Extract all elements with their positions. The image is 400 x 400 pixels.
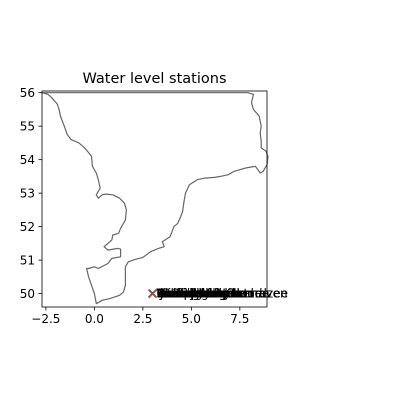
coastline-layer bbox=[41, 92, 269, 305]
station-label: Roompot buiten bbox=[156, 287, 252, 301]
station-label: Huibertgat bbox=[156, 287, 221, 301]
station-label: Vlissingen bbox=[156, 287, 217, 301]
station-label: Oosterschelde bbox=[156, 287, 242, 301]
station-label: Lichteiland Goeree bbox=[156, 287, 269, 301]
x-axis: −2.5 0.0 2.5 5.0 7.5 bbox=[31, 307, 249, 326]
x-tick-label: 5.0 bbox=[182, 312, 201, 326]
station-label: NoordMeetpost bbox=[156, 287, 248, 301]
station-label: Hoek van Holland bbox=[156, 287, 262, 301]
station-label: Terschelling Noordzee bbox=[155, 287, 288, 301]
station-label: Delfzijl bbox=[156, 287, 196, 301]
station-label: Den Helder bbox=[156, 287, 224, 301]
station-marker bbox=[147, 288, 158, 299]
y-tick-label: 55 bbox=[20, 120, 35, 134]
y-axis: 50 51 52 53 54 55 56 bbox=[20, 86, 42, 301]
axes-frame bbox=[41, 90, 268, 308]
x-tick-label: 7.5 bbox=[230, 312, 249, 326]
y-tick-label: 54 bbox=[20, 153, 35, 167]
station-label: IJmuiden bbox=[156, 287, 208, 301]
coastline bbox=[41, 92, 269, 305]
station-labels: ScheveningenVlissingenEuroplatformDelfzi… bbox=[155, 287, 288, 301]
y-tick-label: 53 bbox=[20, 187, 35, 201]
plot-area: ScheveningenVlissingenEuroplatformDelfzi… bbox=[41, 92, 288, 305]
y-tick-label: 56 bbox=[20, 86, 35, 100]
x-tick-label: 0.0 bbox=[85, 312, 104, 326]
y-tick-label: 51 bbox=[20, 254, 35, 268]
station-label: Ijmuiden buitenhaven bbox=[156, 287, 287, 301]
x-tick-label: −2.5 bbox=[31, 312, 60, 326]
x-tick-label: 2.5 bbox=[133, 312, 152, 326]
y-tick-label: 52 bbox=[20, 220, 35, 234]
station-label: Scheveningen bbox=[156, 287, 241, 301]
station-label: Lauwersoog bbox=[156, 287, 228, 301]
y-tick-label: 50 bbox=[20, 287, 35, 301]
chart-title: Water level stations bbox=[82, 71, 226, 87]
station-label: K13a platform bbox=[156, 287, 241, 301]
station-label: Harlingen bbox=[156, 287, 214, 301]
marker-layer bbox=[147, 288, 158, 299]
station-label: Europlatform bbox=[156, 287, 234, 301]
